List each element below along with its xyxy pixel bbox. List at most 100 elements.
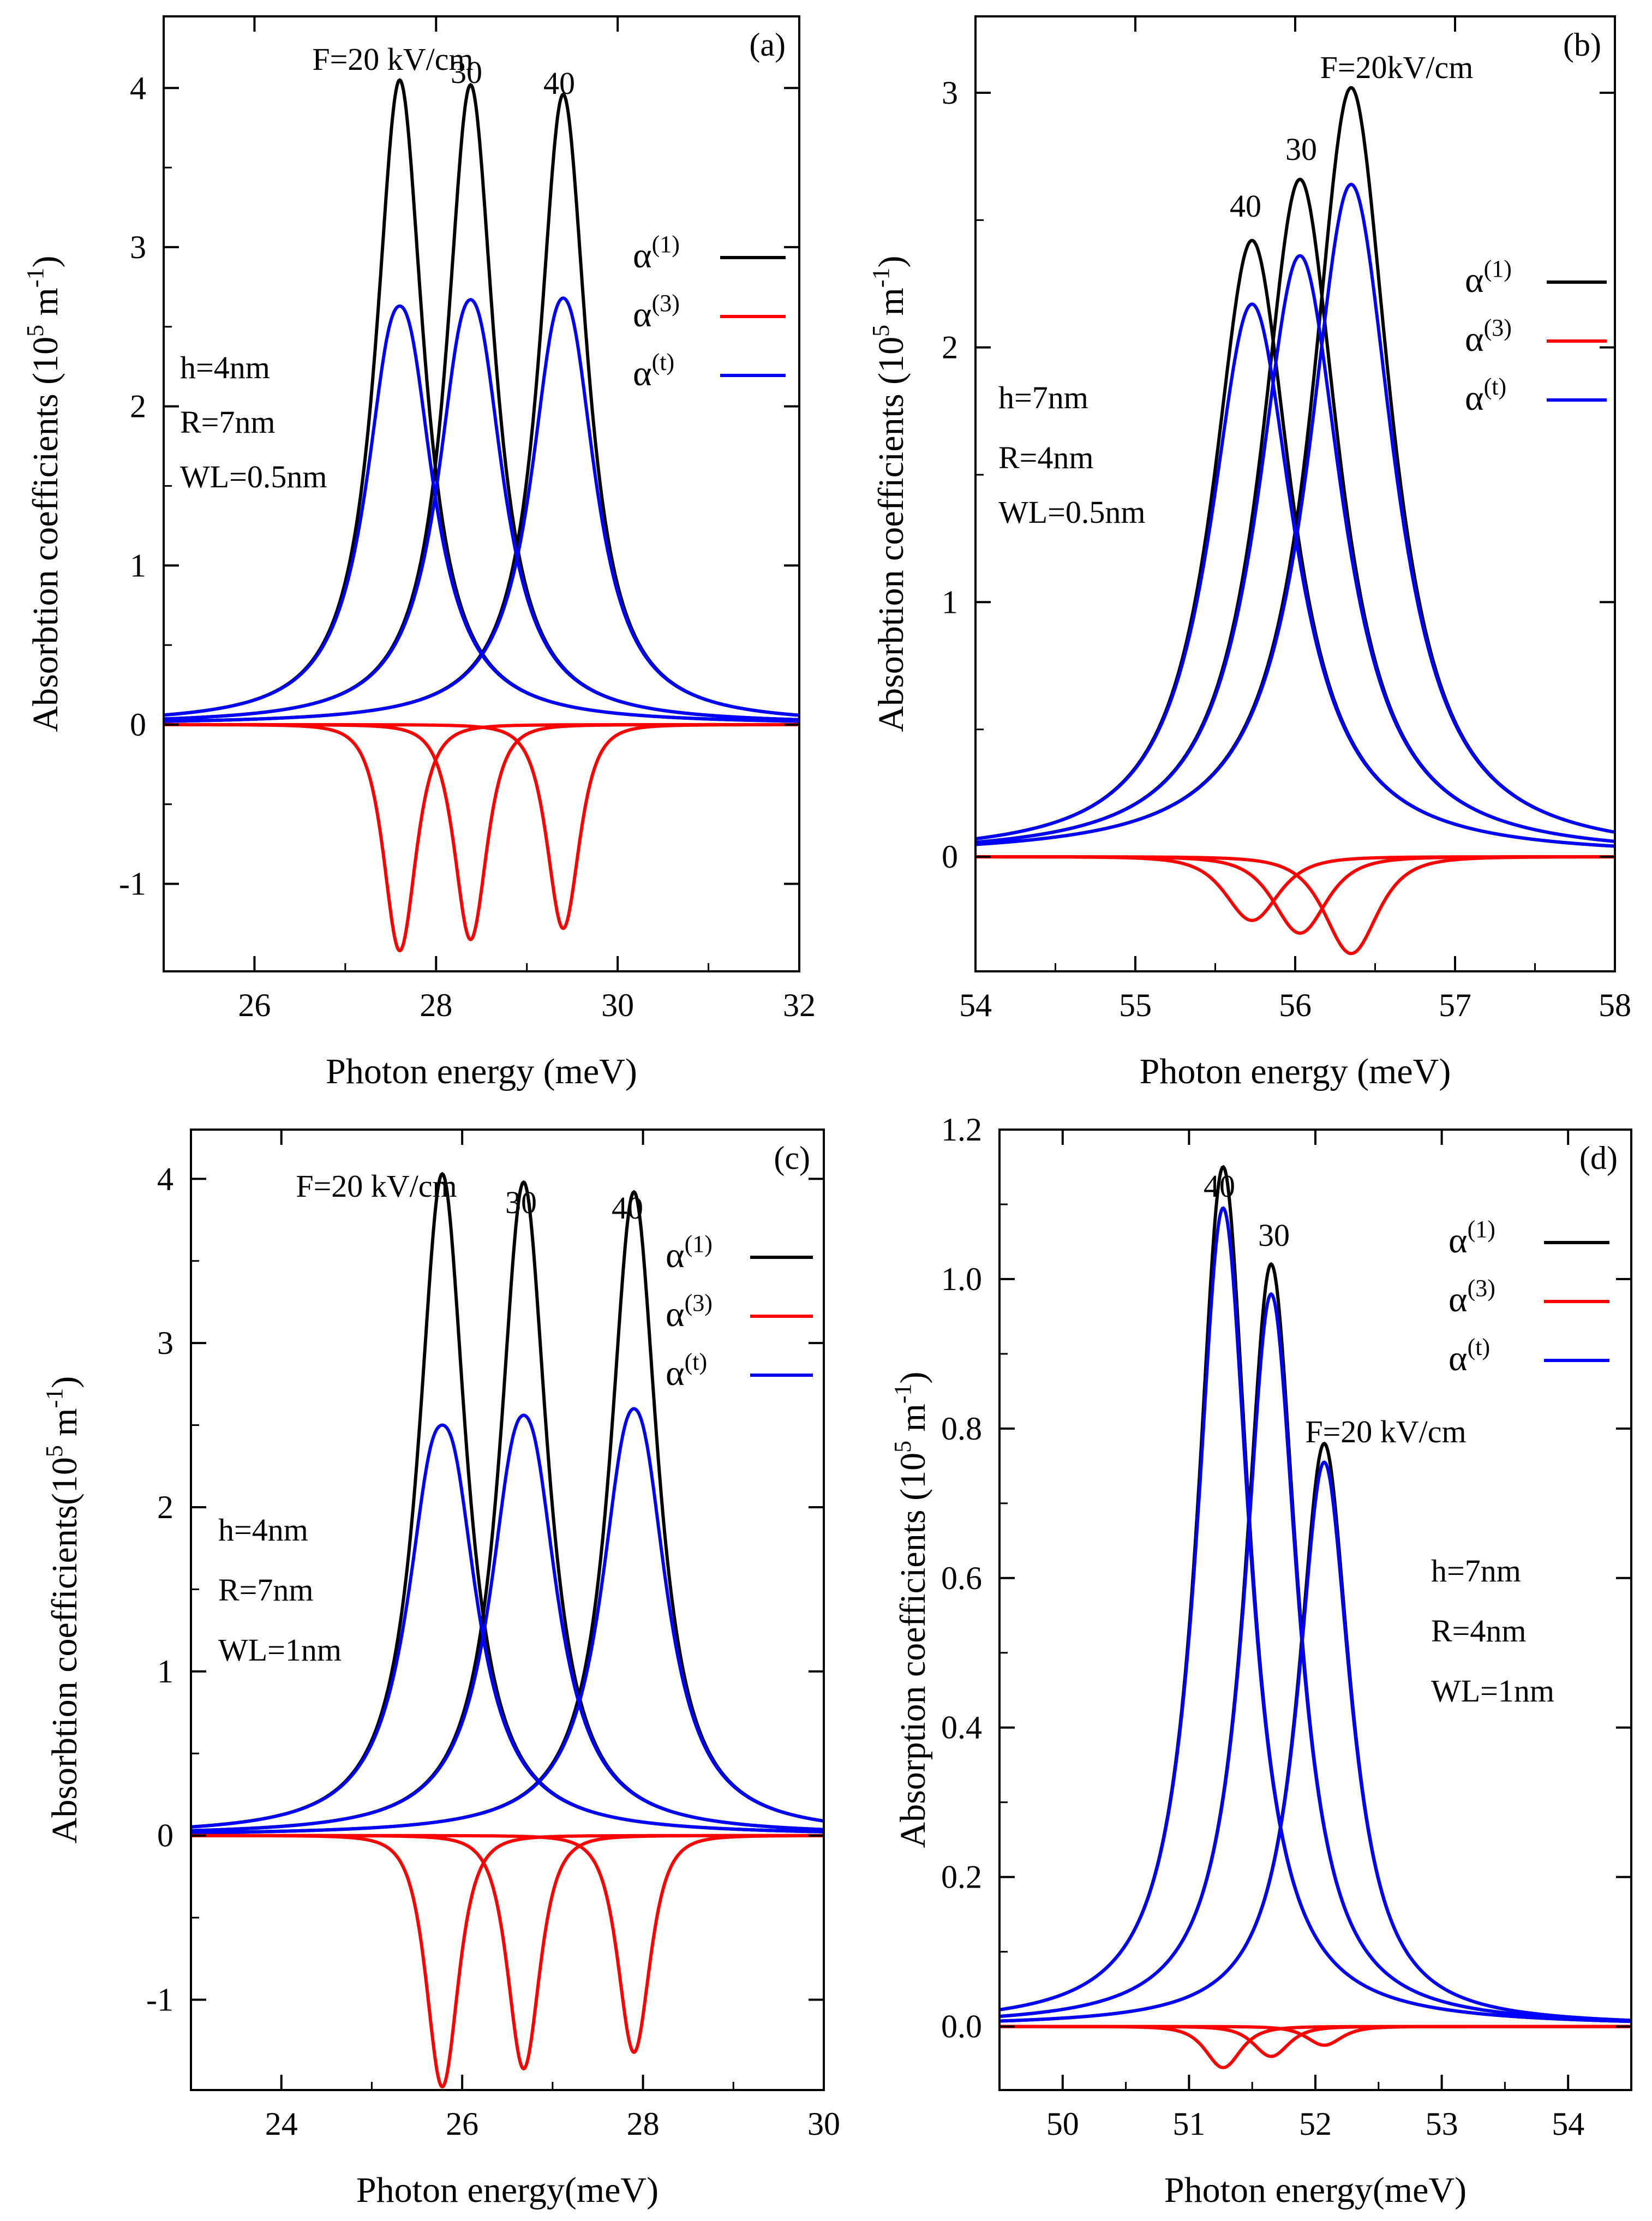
y-axis-title-text: Absorbtion coefficients(10 xyxy=(45,1457,85,1843)
panel-label: (c) xyxy=(774,1140,810,1176)
legend: α(1)α(3)α(t) xyxy=(633,231,786,393)
legend-entry-label: α(1) xyxy=(1465,255,1512,300)
peak-annotation: 40 xyxy=(1230,188,1261,224)
legend-entry-label: α(3) xyxy=(633,290,680,335)
legend-symbol: α xyxy=(666,1294,685,1334)
legend-superscript: (t) xyxy=(1468,1334,1491,1360)
peak-annotation: 40 xyxy=(612,1190,643,1226)
series-line xyxy=(164,298,799,721)
x-tick-label: 57 xyxy=(1439,987,1471,1023)
legend-superscript: (3) xyxy=(1484,314,1512,341)
plot-frame xyxy=(190,1129,825,2091)
y-axis-title-exp: 5 xyxy=(867,325,894,337)
legend: α(1)α(3)α(t) xyxy=(666,1231,813,1393)
y-axis-title-exp: 5 xyxy=(41,1445,68,1457)
x-tick-label: 54 xyxy=(1552,2106,1584,2142)
x-tick-label: 51 xyxy=(1172,2106,1205,2142)
y-tick-label: 0 xyxy=(130,707,146,743)
y-tick-label: 3 xyxy=(130,229,146,265)
series-line xyxy=(191,1423,824,1834)
legend-symbol: α xyxy=(1449,1280,1468,1320)
legend-entry-label: α(t) xyxy=(633,349,674,393)
y-axis-title: Absorbtion coefficients(105 m-1) xyxy=(41,1376,85,1844)
x-tick-label: 52 xyxy=(1299,2106,1332,2142)
panel-label: (a) xyxy=(749,27,786,63)
y-axis-title-text: Absorbtion coefficients (10 xyxy=(26,337,65,732)
y-tick-label: 0.2 xyxy=(941,1859,982,1895)
x-tick-label: 53 xyxy=(1426,2106,1458,2142)
x-axis-title: Photon energy (meV) xyxy=(326,1052,637,1091)
y-axis-title-close: ) xyxy=(26,255,65,267)
x-axis-title: Photon energy(meV) xyxy=(356,2170,659,2210)
series-group xyxy=(975,86,1615,956)
peak-annotation: 40 xyxy=(543,65,575,101)
series-line xyxy=(191,1413,824,1832)
legend-symbol: α xyxy=(633,295,652,335)
chart-panel-3: 50 51 52 53 54 0.0 0.2 0.4 0.6 0.8 1.0 1.2 Photon en… xyxy=(889,1112,1632,2210)
x-tick-label: 56 xyxy=(1279,987,1312,1023)
x-tick-label: 54 xyxy=(959,987,992,1023)
x-tick-label: 30 xyxy=(807,2106,840,2142)
y-tick-label: 0 xyxy=(942,839,958,875)
legend-superscript: (t) xyxy=(685,1348,708,1375)
plot-frame xyxy=(163,15,800,972)
y-tick-label: 0.6 xyxy=(941,1560,982,1596)
chart-panel-0: 26 28 30 32 -1 0 1 2 3 4 Photon energy (meV) Absorb… xyxy=(22,15,816,1091)
series-line xyxy=(975,855,1615,922)
legend-entry-label: α(1) xyxy=(666,1231,713,1275)
x-tick-label: 26 xyxy=(446,2106,478,2142)
y-axis-title-exp: -1 xyxy=(889,1383,916,1404)
legend-symbol: α xyxy=(633,354,652,393)
legend-symbol: α xyxy=(1465,260,1484,300)
peak-annotation: 30 xyxy=(505,1185,537,1220)
y-axis-title-unit: m xyxy=(45,1408,85,1445)
series-line xyxy=(975,254,1615,844)
series-line xyxy=(164,296,799,723)
parameter-label: h=4nm xyxy=(180,350,270,385)
panel-label: (d) xyxy=(1579,1140,1618,1176)
series-line xyxy=(999,1206,1631,2023)
y-tick-label: 4 xyxy=(130,70,146,106)
y-axis-title-close: ) xyxy=(893,1371,933,1383)
peak-annotation: F=20 kV/cm xyxy=(312,41,473,77)
y-axis-title-exp: -1 xyxy=(867,267,894,288)
legend-entry-label: α(t) xyxy=(666,1348,707,1393)
peak-annotation: F=20 kV/cm xyxy=(1305,1414,1466,1449)
y-tick-label: 3 xyxy=(157,1325,173,1361)
legend-symbol: α xyxy=(1465,319,1484,359)
y-tick-label: 1 xyxy=(942,584,958,620)
parameter-label: R=7nm xyxy=(180,404,276,440)
series-line xyxy=(191,1407,824,1835)
y-axis-title-exp: -1 xyxy=(41,1388,68,1408)
peak-annotation: 40 xyxy=(1204,1168,1235,1204)
legend-superscript: (t) xyxy=(1484,373,1507,400)
y-tick-label: 0.0 xyxy=(941,2009,982,2045)
y-tick-label: -1 xyxy=(146,1982,173,2018)
parameter-label: h=7nm xyxy=(1431,1553,1521,1589)
legend-entry-label: α(3) xyxy=(666,1289,713,1334)
x-tick-label: 24 xyxy=(265,2106,298,2142)
series-line xyxy=(999,1292,1631,2022)
y-tick-label: 1.2 xyxy=(941,1112,982,1148)
y-axis-title-exp: -1 xyxy=(22,267,49,288)
parameter-label: WL=1nm xyxy=(218,1632,342,1668)
y-tick-label: 1 xyxy=(130,547,146,583)
y-axis-title-exp: 5 xyxy=(889,1441,916,1453)
series-line xyxy=(999,1460,1631,2023)
series-group xyxy=(191,1172,824,2089)
legend-superscript: (3) xyxy=(1468,1275,1495,1301)
series-group xyxy=(164,78,799,953)
x-tick-label: 30 xyxy=(601,987,634,1023)
x-tick-label: 28 xyxy=(420,987,452,1023)
legend-entry-label: α(3) xyxy=(1465,314,1512,359)
chart-panel-2: 24 26 28 30 -1 0 1 2 3 4 Photon energy(meV) Absorbt… xyxy=(41,1129,840,2210)
parameter-label: h=4nm xyxy=(218,1512,308,1548)
x-axis-title: Photon energy (meV) xyxy=(1140,1052,1451,1091)
parameter-label: h=7nm xyxy=(998,380,1088,415)
series-line xyxy=(975,182,1615,846)
legend-symbol: α xyxy=(633,236,652,276)
x-tick-label: 50 xyxy=(1046,2106,1079,2142)
y-tick-label: 0 xyxy=(157,1818,173,1854)
